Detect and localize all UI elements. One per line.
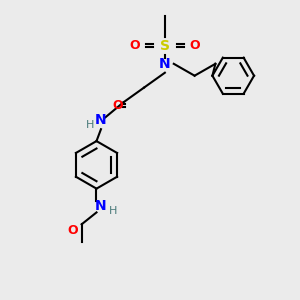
Text: O: O: [68, 224, 78, 237]
Text: O: O: [112, 99, 123, 112]
Text: H: H: [109, 206, 117, 216]
Text: H: H: [86, 120, 95, 130]
Text: O: O: [130, 40, 140, 52]
Text: O: O: [189, 40, 200, 52]
Text: N: N: [95, 113, 107, 127]
Text: N: N: [159, 57, 171, 71]
Text: N: N: [95, 200, 107, 214]
Text: S: S: [160, 39, 170, 53]
